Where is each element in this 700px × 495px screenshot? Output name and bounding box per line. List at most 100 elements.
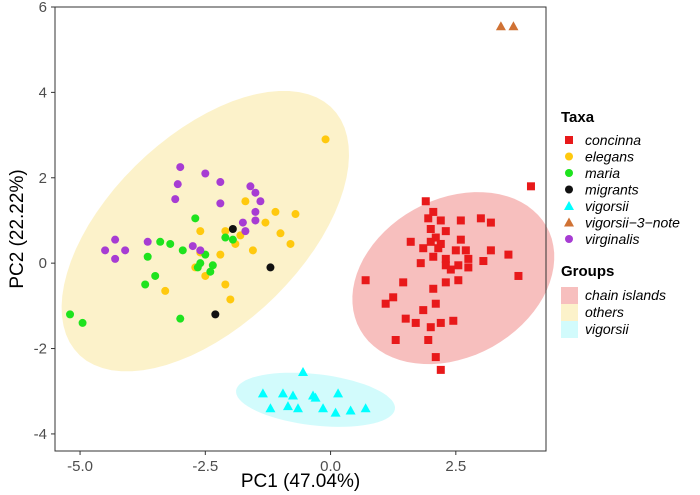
point-concinna (456, 235, 465, 244)
point-migrants (211, 310, 220, 319)
point-elegans (248, 246, 257, 255)
point-concinna (406, 237, 415, 246)
legend-label-concinna: concinna (585, 132, 641, 148)
point-concinna (514, 271, 523, 280)
point-concinna (381, 299, 390, 308)
point-maria (228, 235, 237, 244)
point-elegans (321, 135, 330, 144)
point-vigorsii (257, 388, 268, 398)
point-vigorsii (298, 367, 309, 377)
point-elegans (221, 227, 230, 236)
point-concinna (431, 233, 440, 242)
point-concinna (454, 276, 463, 285)
legend-key-vigorsii (564, 201, 574, 210)
point-vigorsii (277, 388, 288, 398)
point-concinna (461, 246, 470, 255)
point-virginalis (176, 163, 185, 172)
point-vigorsii (345, 405, 356, 415)
point-virginalis (251, 216, 260, 225)
legend-taxa-title: Taxa (561, 109, 595, 126)
plot-panel-border (54, 6, 547, 452)
point-elegans (276, 229, 285, 238)
point-concinna (429, 207, 438, 216)
x-axis-ticks: -5.0 -2.5 0.0 2.5 (67, 451, 466, 475)
point-maria (156, 237, 165, 246)
legend-label-elegans: elegans (585, 149, 634, 165)
point-vigorsii (282, 401, 293, 411)
point-virginalis (188, 242, 197, 251)
y-tick-label: -2 (34, 341, 47, 358)
point-virginalis (121, 246, 130, 255)
point-virginalis (173, 180, 182, 189)
point-maria (78, 318, 87, 327)
y-tick-label: 4 (39, 84, 47, 101)
point-virginalis (256, 197, 265, 206)
point-virginalis (201, 169, 210, 178)
point-concinna (424, 336, 433, 344)
point-elegans (216, 250, 225, 259)
legend-label-vigorsii: vigorsii (585, 321, 629, 337)
point-maria (193, 263, 202, 272)
point-concinna (361, 276, 370, 285)
point-elegans (241, 197, 250, 206)
point-concinna (464, 263, 473, 272)
legend-label-vigorsii: vigorsii (585, 198, 629, 214)
legend-key-others (561, 304, 578, 321)
legend-groups-title: Groups (561, 263, 614, 280)
point-vigorsii (265, 403, 276, 413)
point-concinna (486, 246, 495, 255)
point-concinna (399, 278, 408, 287)
point-elegans (161, 286, 170, 295)
point-concinna (441, 227, 450, 236)
point-concinna (426, 225, 435, 233)
point-maria (151, 271, 160, 280)
point-virginalis (246, 182, 255, 191)
y-tick-label: 2 (39, 170, 47, 187)
point-vigorsii (333, 388, 344, 398)
y-tick-label: 6 (39, 0, 47, 16)
legend-label-others: others (585, 304, 624, 320)
point-virginalis (196, 246, 205, 255)
point-migrants (228, 225, 237, 233)
point-concinna (419, 244, 428, 253)
point-concinna (431, 299, 440, 308)
legend-key-virginalis (565, 235, 573, 243)
point-concinna (434, 244, 443, 253)
point-virginalis (111, 254, 120, 263)
point-virginalis (216, 199, 225, 208)
point-virginalis (238, 218, 247, 227)
x-tick-label: -5.0 (67, 458, 93, 475)
y-axis-ticks: -4 -2 0 2 4 6 (34, 0, 55, 443)
point-concinna (486, 218, 495, 227)
point-maria (66, 310, 75, 319)
point-vigorsii (287, 390, 298, 400)
point-concinna (451, 246, 460, 255)
ellipse-others (61, 91, 349, 372)
point-maria (178, 246, 187, 255)
point-concinna (436, 216, 445, 225)
point-concinna (436, 365, 445, 374)
point-maria (221, 233, 230, 242)
point-vigorsii (318, 403, 329, 413)
point-migrants (266, 263, 275, 272)
point-elegans (261, 218, 270, 227)
point-concinna (421, 197, 430, 206)
point-concinna (456, 216, 465, 225)
y-tick-label: -4 (34, 426, 47, 443)
legend-key-maria (565, 169, 573, 177)
point-concinna (401, 314, 410, 323)
legend-taxa: Taxa concinnaelegansmariamigrantsvigorsi… (561, 109, 680, 247)
point-concinna (441, 278, 450, 287)
point-concinna (419, 306, 428, 315)
point-concinna (436, 318, 445, 327)
legend-label-migrants: migrants (585, 182, 639, 198)
point-concinna (526, 182, 535, 191)
point-concinna (479, 257, 488, 266)
point-concinna (441, 254, 450, 263)
point-concinna (441, 261, 450, 270)
point-vigorsii (330, 407, 341, 417)
point-concinna (424, 214, 433, 223)
point-concinna (426, 323, 435, 332)
